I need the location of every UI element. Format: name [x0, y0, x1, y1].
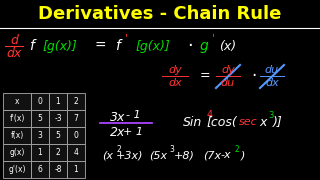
Text: 5: 5	[56, 131, 60, 140]
Text: ·: ·	[187, 37, 193, 55]
Text: 2: 2	[56, 148, 60, 157]
Text: Derivatives - Chain Rule: Derivatives - Chain Rule	[38, 5, 282, 23]
Text: [g(x)]: [g(x)]	[43, 39, 77, 53]
Text: [g(x)]: [g(x)]	[136, 39, 170, 53]
Text: + 1: + 1	[123, 127, 143, 137]
FancyBboxPatch shape	[49, 161, 67, 178]
Text: -3: -3	[54, 114, 62, 123]
Text: dx: dx	[6, 46, 22, 60]
FancyBboxPatch shape	[31, 127, 49, 144]
Text: ·: ·	[252, 67, 257, 85]
Text: 1: 1	[74, 165, 78, 174]
FancyBboxPatch shape	[3, 93, 31, 110]
Text: 0: 0	[74, 131, 78, 140]
Text: 2x: 2x	[110, 125, 126, 138]
FancyBboxPatch shape	[67, 161, 85, 178]
Text: +8): +8)	[173, 150, 195, 160]
Text: 1: 1	[38, 148, 42, 157]
Text: 7: 7	[74, 114, 78, 123]
Text: (7x: (7x	[203, 150, 221, 160]
Text: -x: -x	[221, 150, 231, 160]
FancyBboxPatch shape	[31, 144, 49, 161]
FancyBboxPatch shape	[3, 127, 31, 144]
Text: [cos(: [cos(	[207, 116, 237, 129]
FancyBboxPatch shape	[49, 144, 67, 161]
FancyBboxPatch shape	[3, 110, 31, 127]
Text: 3: 3	[170, 145, 174, 154]
Text: =: =	[94, 39, 106, 53]
Text: g'(x): g'(x)	[8, 165, 26, 174]
FancyBboxPatch shape	[3, 144, 31, 161]
FancyBboxPatch shape	[67, 93, 85, 110]
Text: x: x	[259, 116, 267, 129]
FancyBboxPatch shape	[49, 110, 67, 127]
Text: sec: sec	[239, 117, 257, 127]
Text: Sin: Sin	[183, 116, 203, 129]
Text: dx: dx	[168, 78, 182, 88]
FancyBboxPatch shape	[49, 127, 67, 144]
Text: (x: (x	[102, 150, 114, 160]
Text: g: g	[200, 39, 208, 53]
Text: 2: 2	[116, 145, 121, 154]
FancyBboxPatch shape	[31, 93, 49, 110]
Text: 5: 5	[37, 114, 43, 123]
Text: ': '	[124, 33, 128, 43]
Text: f'(x): f'(x)	[9, 114, 25, 123]
Text: dy: dy	[221, 65, 235, 75]
FancyBboxPatch shape	[67, 144, 85, 161]
Text: 2: 2	[235, 145, 239, 154]
FancyBboxPatch shape	[49, 93, 67, 110]
Text: g(x): g(x)	[9, 148, 25, 157]
Text: 3: 3	[37, 131, 43, 140]
Text: =: =	[200, 69, 210, 82]
Text: 3: 3	[268, 111, 274, 120]
Text: 2: 2	[74, 97, 78, 106]
Text: du: du	[265, 65, 279, 75]
Text: - 1: - 1	[126, 110, 140, 120]
Text: d: d	[10, 33, 18, 46]
Text: 1: 1	[56, 97, 60, 106]
Text: f: f	[116, 39, 120, 53]
Text: dx: dx	[265, 78, 279, 88]
Text: 3x: 3x	[110, 111, 126, 123]
Text: -8: -8	[54, 165, 62, 174]
Text: ): )	[241, 150, 245, 160]
Text: f: f	[29, 39, 35, 53]
Text: f(x): f(x)	[10, 131, 24, 140]
Text: +3x): +3x)	[116, 150, 144, 160]
Text: (5x: (5x	[149, 150, 167, 160]
Text: 4: 4	[207, 110, 213, 120]
Text: du: du	[221, 78, 235, 88]
Text: dy: dy	[168, 65, 182, 75]
FancyBboxPatch shape	[67, 110, 85, 127]
Text: 0: 0	[37, 97, 43, 106]
FancyBboxPatch shape	[67, 127, 85, 144]
FancyBboxPatch shape	[31, 161, 49, 178]
Text: x: x	[15, 97, 19, 106]
Text: ': '	[212, 33, 215, 43]
Text: )]: )]	[273, 116, 283, 129]
FancyBboxPatch shape	[3, 161, 31, 178]
Text: 4: 4	[74, 148, 78, 157]
Text: (x): (x)	[220, 39, 236, 53]
FancyBboxPatch shape	[31, 110, 49, 127]
Text: 6: 6	[37, 165, 43, 174]
